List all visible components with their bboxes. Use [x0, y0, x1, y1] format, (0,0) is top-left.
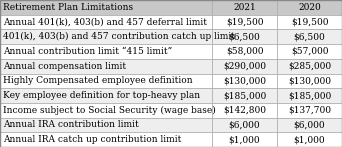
Bar	[0, 88, 212, 103]
Text: $6,500: $6,500	[294, 32, 325, 41]
Bar	[0, 74, 212, 88]
Text: $6,000: $6,000	[294, 120, 325, 130]
Text: $58,000: $58,000	[226, 47, 263, 56]
Text: $1,000: $1,000	[229, 135, 260, 144]
Text: $290,000: $290,000	[223, 62, 266, 71]
Bar	[277, 88, 342, 103]
Text: 2020: 2020	[298, 3, 321, 12]
Bar	[0, 29, 212, 44]
Bar	[277, 132, 342, 147]
Text: $142,800: $142,800	[223, 106, 266, 115]
Bar	[212, 44, 277, 59]
Bar	[0, 44, 212, 59]
Text: $6,000: $6,000	[229, 120, 260, 130]
Text: $185,000: $185,000	[223, 91, 266, 100]
Bar	[212, 103, 277, 118]
Text: $130,000: $130,000	[288, 76, 331, 85]
Text: Annual 401(k), 403(b) and 457 deferral limit: Annual 401(k), 403(b) and 457 deferral l…	[3, 17, 207, 27]
Text: Key employee definition for top-heavy plan: Key employee definition for top-heavy pl…	[3, 91, 200, 100]
Text: $57,000: $57,000	[291, 47, 328, 56]
Bar	[277, 74, 342, 88]
Bar	[0, 132, 212, 147]
Text: Annual IRA contribution limit: Annual IRA contribution limit	[3, 120, 139, 130]
Bar	[277, 59, 342, 74]
Text: 2021: 2021	[233, 3, 256, 12]
Bar	[212, 59, 277, 74]
Text: $1,000: $1,000	[294, 135, 325, 144]
Text: Income subject to Social Security (wage base): Income subject to Social Security (wage …	[3, 106, 215, 115]
Bar	[212, 118, 277, 132]
Bar	[277, 118, 342, 132]
Bar	[0, 0, 212, 15]
Bar	[277, 29, 342, 44]
Bar	[0, 103, 212, 118]
Bar	[0, 118, 212, 132]
Bar	[0, 15, 212, 29]
Bar	[277, 15, 342, 29]
Bar	[277, 0, 342, 15]
Text: $19,500: $19,500	[291, 17, 328, 27]
Bar	[212, 0, 277, 15]
Bar	[277, 103, 342, 118]
Text: $6,500: $6,500	[229, 32, 260, 41]
Text: $185,000: $185,000	[288, 91, 331, 100]
Text: 401(k), 403(b) and 457 contribution catch up limit: 401(k), 403(b) and 457 contribution catc…	[3, 32, 235, 41]
Bar	[212, 132, 277, 147]
Text: $130,000: $130,000	[223, 76, 266, 85]
Bar	[212, 29, 277, 44]
Text: Highly Compensated employee definition: Highly Compensated employee definition	[3, 76, 192, 85]
Text: $285,000: $285,000	[288, 62, 331, 71]
Bar	[212, 74, 277, 88]
Text: Annual contribution limit “415 limit”: Annual contribution limit “415 limit”	[3, 47, 172, 56]
Text: Annual compensation limit: Annual compensation limit	[3, 62, 126, 71]
Bar	[0, 59, 212, 74]
Text: Annual IRA catch up contribution limit: Annual IRA catch up contribution limit	[3, 135, 181, 144]
Bar	[277, 44, 342, 59]
Text: $19,500: $19,500	[226, 17, 263, 27]
Text: $137,700: $137,700	[288, 106, 331, 115]
Bar	[212, 15, 277, 29]
Bar	[212, 88, 277, 103]
Text: Retirement Plan Limitations: Retirement Plan Limitations	[3, 3, 133, 12]
